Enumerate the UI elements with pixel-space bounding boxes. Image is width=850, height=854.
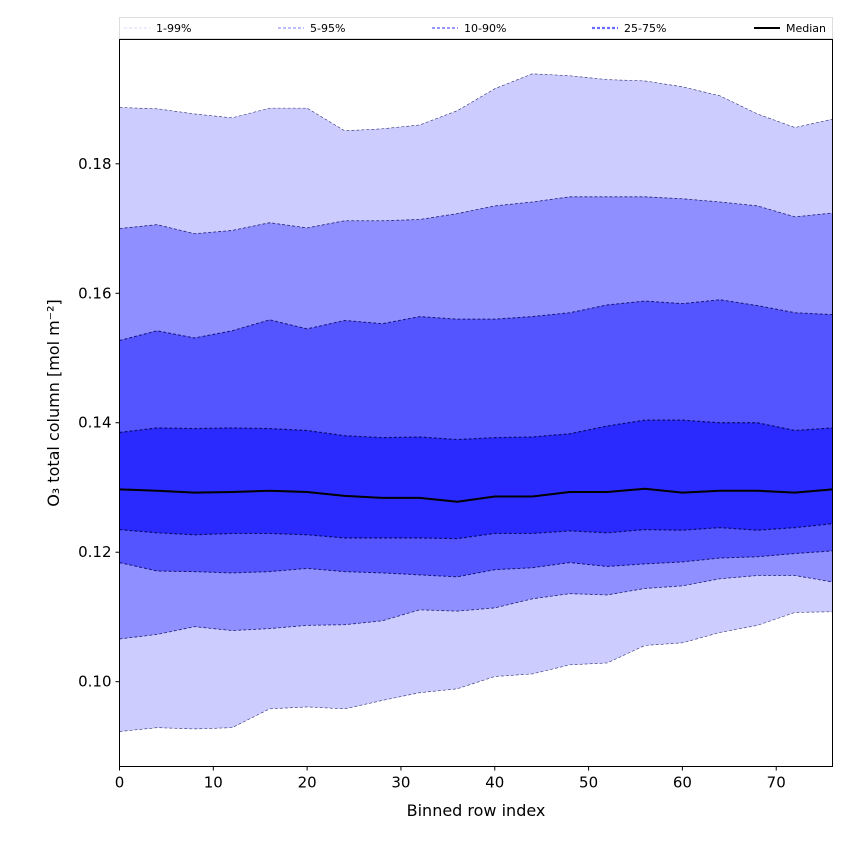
x-tick-label: 10 [204,774,223,792]
y-tick-label: 0.10 [78,673,111,691]
y-axis-label: O₃ total column [mol m⁻²] [44,299,63,507]
x-tick-label: 30 [391,774,410,792]
line-p25 [119,523,833,540]
y-axis: 0.10 0.12 0.14 0.16 0.18 [78,155,120,691]
x-axis: 0 10 20 30 40 50 60 70 [115,766,786,792]
plot-frame [119,39,833,767]
legend-label: 10-90% [464,22,506,35]
line-p5 [119,575,833,640]
x-tick-label: 60 [673,774,692,792]
line-p90 [119,299,833,342]
bands-layer [119,73,833,732]
line-p95 [119,196,833,235]
x-tick-label: 50 [579,774,598,792]
x-tick-label: 70 [767,774,786,792]
legend-label: 25-75% [624,22,666,35]
line-median [119,487,833,503]
x-axis-label: Binned row index [407,801,546,820]
x-tick-label: 40 [485,774,504,792]
y-tick-label: 0.16 [78,284,111,302]
y-tick-label: 0.14 [78,414,111,432]
x-tick-label: 0 [115,774,125,792]
line-p10 [119,550,833,578]
y-tick-label: 0.18 [78,155,111,173]
y-tick-label: 0.12 [78,543,111,561]
line-p75 [119,419,833,441]
legend-label: 5-95% [310,22,345,35]
legend-label: 1-99% [156,22,191,35]
band-25-75% [119,420,833,539]
x-tick-label: 20 [298,774,317,792]
legend-box [119,17,833,39]
legend-label: Median [786,22,826,35]
legend: 1-99% 5-95% 10-90% 25-75% Median [119,17,833,39]
lines-layer [119,73,833,732]
line-p99 [119,73,833,132]
